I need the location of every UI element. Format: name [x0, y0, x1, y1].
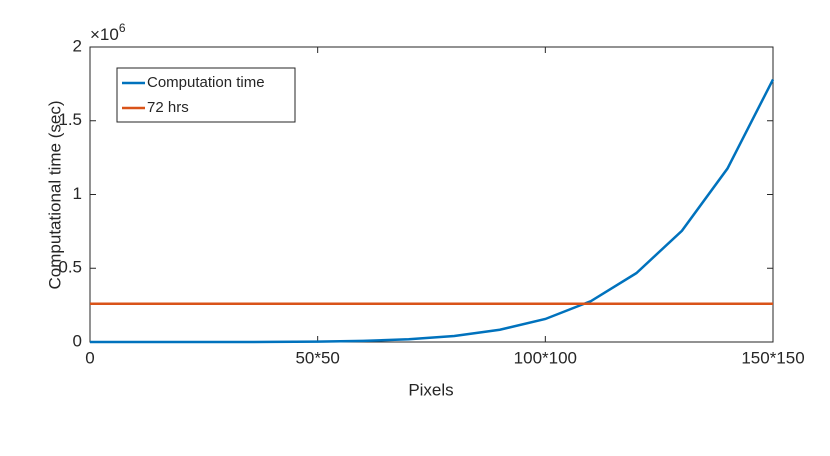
y-multiplier-base: ×10: [90, 25, 119, 44]
data-line: [90, 78, 775, 344]
x-tick-label: 0: [85, 348, 94, 367]
legend-label: 72 hrs: [147, 99, 189, 116]
y-multiplier-exponent: 6: [119, 21, 126, 35]
x-tick-label: 100*100: [514, 348, 577, 367]
y-tick-label: 2: [73, 36, 82, 55]
y-multiplier: ×106: [90, 21, 126, 44]
y-tick-label: 0.5: [58, 258, 82, 277]
y-axis-label: Computational time (sec): [45, 101, 64, 290]
x-tick-label: 50*50: [295, 348, 339, 367]
y-tick-label: 1.5: [58, 110, 82, 129]
y-tick-label: 0: [73, 331, 82, 350]
y-tick-label: 1: [73, 184, 82, 203]
x-tick-label: 150*150: [741, 348, 804, 367]
legend-label: Computation time: [147, 74, 265, 91]
x-axis-label: Pixels: [408, 380, 453, 399]
legend-box: [116, 67, 296, 123]
